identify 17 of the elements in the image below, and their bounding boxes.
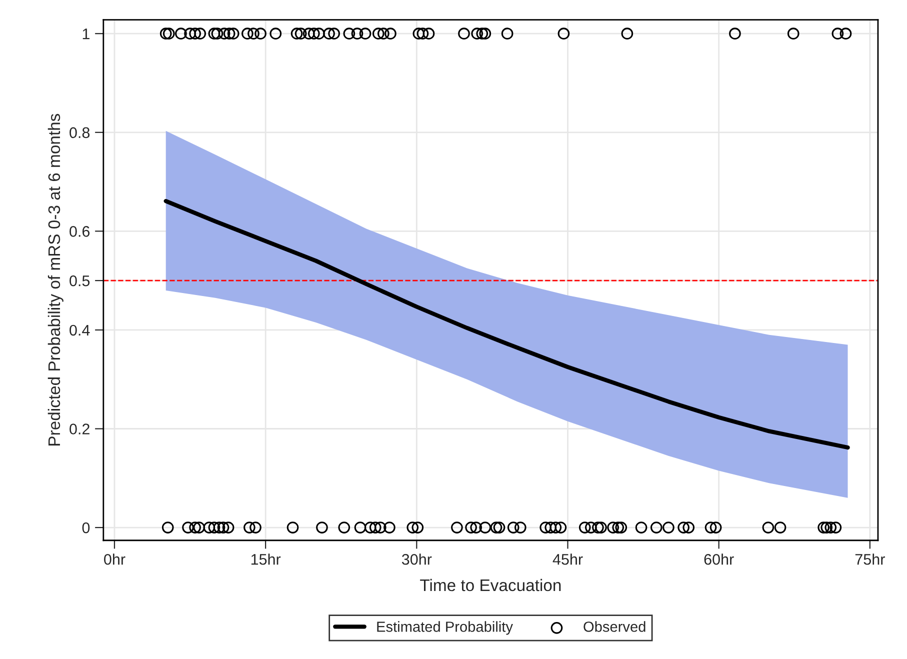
legend-label: Observed xyxy=(584,621,646,632)
y-tick-label: 0 xyxy=(82,522,90,534)
x-tick-label: 45hr xyxy=(552,554,583,565)
y-tick-label: 0.5 xyxy=(70,275,90,286)
x-tick-label: 30hr xyxy=(402,554,432,565)
y-tick-label: 0.2 xyxy=(70,424,90,434)
legend-label: Estimated Probability xyxy=(377,621,513,635)
y-tick-label: 0.6 xyxy=(70,226,90,237)
x-tick-label: 75hr xyxy=(855,554,885,565)
x-tick-label: 60hr xyxy=(704,554,734,565)
x-tick-label: 0hr xyxy=(104,554,126,565)
y-tick-label: 1 xyxy=(82,28,90,40)
y-tick-label: 0.4 xyxy=(70,324,90,336)
x-tick-label: 15hr xyxy=(251,554,281,565)
y-axis-title: Predicted Probability of mRS 0-3 at 6 months xyxy=(48,114,64,446)
y-tick-label: 0.8 xyxy=(70,127,90,138)
x-axis-title: Time to Evacuation xyxy=(420,578,561,592)
